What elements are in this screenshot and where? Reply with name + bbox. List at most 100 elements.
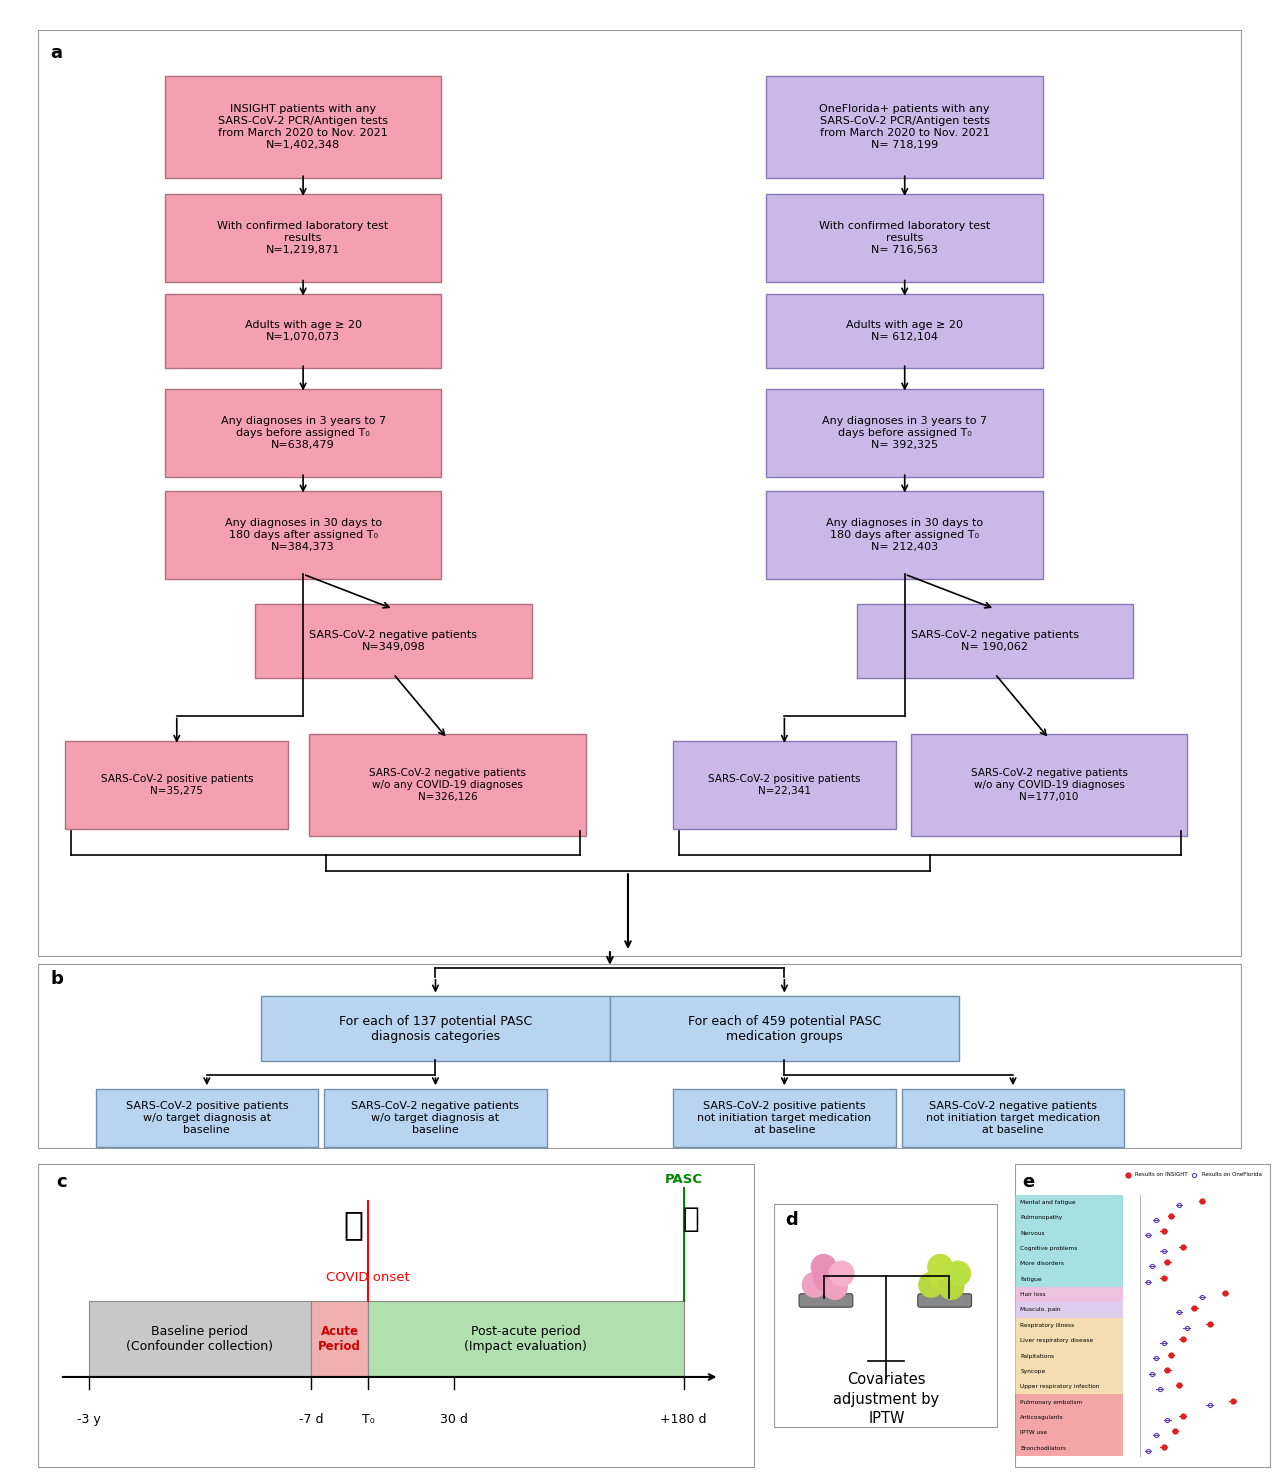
- FancyBboxPatch shape: [767, 294, 1043, 368]
- Text: Pulmonary embolism: Pulmonary embolism: [1020, 1400, 1083, 1404]
- Text: Adults with age ≥ 20
N=1,070,073: Adults with age ≥ 20 N=1,070,073: [244, 320, 362, 343]
- Text: Mental and fatigue: Mental and fatigue: [1020, 1200, 1075, 1204]
- Text: SARS-CoV-2 negative patients
w/o target diagnosis at
baseline: SARS-CoV-2 negative patients w/o target …: [352, 1100, 520, 1134]
- Text: PASC: PASC: [664, 1173, 703, 1186]
- Text: Results on INSIGHT: Results on INSIGHT: [1135, 1172, 1188, 1178]
- Text: e: e: [1023, 1173, 1036, 1191]
- Text: SARS-CoV-2 positive patients
w/o target diagnosis at
baseline: SARS-CoV-2 positive patients w/o target …: [125, 1100, 288, 1134]
- FancyBboxPatch shape: [799, 1293, 852, 1307]
- Circle shape: [823, 1275, 847, 1299]
- Text: Results on OneFlorida: Results on OneFlorida: [1202, 1172, 1262, 1178]
- Text: -7 d: -7 d: [298, 1413, 323, 1427]
- Text: More disorders: More disorders: [1020, 1261, 1064, 1266]
- Text: Fatigue: Fatigue: [1020, 1277, 1042, 1281]
- FancyBboxPatch shape: [767, 194, 1043, 282]
- FancyBboxPatch shape: [1015, 1195, 1123, 1287]
- FancyBboxPatch shape: [609, 997, 959, 1062]
- Text: 30 d: 30 d: [440, 1413, 468, 1427]
- Text: Palpitations: Palpitations: [1020, 1354, 1055, 1358]
- FancyBboxPatch shape: [311, 1301, 369, 1376]
- Circle shape: [814, 1266, 838, 1290]
- FancyBboxPatch shape: [165, 76, 442, 178]
- Text: Acute
Period: Acute Period: [317, 1324, 361, 1352]
- Text: Hair loss: Hair loss: [1020, 1292, 1046, 1298]
- FancyBboxPatch shape: [324, 1089, 547, 1146]
- Text: -3 y: -3 y: [77, 1413, 100, 1427]
- Text: SARS-CoV-2 negative patients
w/o any COVID-19 diagnoses
N=177,010: SARS-CoV-2 negative patients w/o any COV…: [970, 768, 1128, 802]
- Circle shape: [919, 1272, 943, 1298]
- FancyBboxPatch shape: [1015, 1287, 1123, 1302]
- Text: For each of 459 potential PASC
medication groups: For each of 459 potential PASC medicatio…: [687, 1014, 881, 1043]
- FancyBboxPatch shape: [673, 742, 896, 829]
- FancyBboxPatch shape: [310, 734, 586, 836]
- FancyBboxPatch shape: [96, 1089, 319, 1146]
- Text: Syncope: Syncope: [1020, 1369, 1046, 1373]
- Text: INSIGHT patients with any
SARS-CoV-2 PCR/Antigen tests
from March 2020 to Nov. 2: INSIGHT patients with any SARS-CoV-2 PCR…: [218, 104, 388, 150]
- Text: Any diagnoses in 30 days to
180 days after assigned T₀
N= 212,403: Any diagnoses in 30 days to 180 days aft…: [826, 518, 983, 552]
- Circle shape: [931, 1266, 955, 1290]
- Text: Any diagnoses in 3 years to 7
days before assigned T₀
N= 392,325: Any diagnoses in 3 years to 7 days befor…: [822, 415, 987, 449]
- Text: +180 d: +180 d: [660, 1413, 707, 1427]
- Text: SARS-CoV-2 negative patients
not initiation target medication
at baseline: SARS-CoV-2 negative patients not initiat…: [925, 1100, 1100, 1134]
- Text: Any diagnoses in 3 years to 7
days before assigned T₀
N=638,479: Any diagnoses in 3 years to 7 days befor…: [220, 415, 385, 449]
- Text: For each of 137 potential PASC
diagnosis categories: For each of 137 potential PASC diagnosis…: [339, 1014, 532, 1043]
- Text: SARS-CoV-2 positive patients
N=22,341: SARS-CoV-2 positive patients N=22,341: [708, 774, 860, 796]
- Text: SARS-CoV-2 negative patients
w/o any COVID-19 diagnoses
N=326,126: SARS-CoV-2 negative patients w/o any COV…: [369, 768, 526, 802]
- FancyBboxPatch shape: [673, 1089, 896, 1146]
- FancyBboxPatch shape: [369, 1301, 684, 1376]
- Text: 🦠: 🦠: [344, 1209, 364, 1241]
- Text: SARS-CoV-2 negative patients
N= 190,062: SARS-CoV-2 negative patients N= 190,062: [911, 630, 1079, 653]
- FancyBboxPatch shape: [856, 605, 1133, 679]
- FancyBboxPatch shape: [767, 491, 1043, 578]
- FancyBboxPatch shape: [918, 1293, 972, 1307]
- FancyBboxPatch shape: [901, 1089, 1124, 1146]
- Text: With confirmed laboratory test
results
N= 716,563: With confirmed laboratory test results N…: [819, 221, 991, 255]
- Text: SARS-CoV-2 positive patients
N=35,275: SARS-CoV-2 positive patients N=35,275: [101, 774, 253, 796]
- FancyBboxPatch shape: [767, 76, 1043, 178]
- FancyBboxPatch shape: [1015, 1394, 1123, 1456]
- Text: T₀: T₀: [362, 1413, 375, 1427]
- Text: IPTW use: IPTW use: [1020, 1431, 1047, 1436]
- FancyBboxPatch shape: [910, 734, 1188, 836]
- Circle shape: [940, 1275, 964, 1299]
- Text: Post-acute period
(Impact evaluation): Post-acute period (Impact evaluation): [465, 1324, 588, 1352]
- Text: Musculo. pain: Musculo. pain: [1020, 1308, 1061, 1312]
- Text: Liver respiratory disease: Liver respiratory disease: [1020, 1338, 1093, 1344]
- Text: 🚩: 🚩: [682, 1204, 699, 1232]
- FancyBboxPatch shape: [1015, 1317, 1123, 1394]
- Text: Pulmonopathy: Pulmonopathy: [1020, 1215, 1062, 1221]
- Text: Adults with age ≥ 20
N= 612,104: Adults with age ≥ 20 N= 612,104: [846, 320, 964, 343]
- Text: With confirmed laboratory test
results
N=1,219,871: With confirmed laboratory test results N…: [218, 221, 389, 255]
- Text: OneFlorida+ patients with any
SARS-CoV-2 PCR/Antigen tests
from March 2020 to No: OneFlorida+ patients with any SARS-CoV-2…: [819, 104, 989, 150]
- Circle shape: [946, 1261, 970, 1286]
- Circle shape: [928, 1255, 952, 1280]
- Text: Covariates
adjustment by
IPTW: Covariates adjustment by IPTW: [833, 1372, 940, 1427]
- FancyBboxPatch shape: [255, 605, 531, 679]
- FancyBboxPatch shape: [261, 997, 609, 1062]
- Circle shape: [829, 1261, 854, 1286]
- Circle shape: [812, 1255, 836, 1280]
- FancyBboxPatch shape: [165, 389, 442, 478]
- Text: c: c: [56, 1173, 67, 1191]
- FancyBboxPatch shape: [65, 742, 288, 829]
- FancyBboxPatch shape: [88, 1301, 311, 1376]
- FancyBboxPatch shape: [165, 491, 442, 578]
- Text: Baseline period
(Confounder collection): Baseline period (Confounder collection): [127, 1324, 273, 1352]
- Text: Respiratory illness: Respiratory illness: [1020, 1323, 1074, 1327]
- FancyBboxPatch shape: [1015, 1302, 1123, 1317]
- Text: Bronchodilators: Bronchodilators: [1020, 1446, 1066, 1450]
- Text: Nervous: Nervous: [1020, 1231, 1044, 1235]
- Text: a: a: [50, 43, 63, 62]
- Text: Anticoagulants: Anticoagulants: [1020, 1415, 1064, 1421]
- Text: Cognitive problems: Cognitive problems: [1020, 1246, 1078, 1250]
- Text: SARS-CoV-2 negative patients
N=349,098: SARS-CoV-2 negative patients N=349,098: [310, 630, 477, 653]
- Text: Any diagnoses in 30 days to
180 days after assigned T₀
N=384,373: Any diagnoses in 30 days to 180 days aft…: [224, 518, 381, 552]
- FancyBboxPatch shape: [165, 194, 442, 282]
- Text: d: d: [786, 1212, 799, 1229]
- Circle shape: [803, 1272, 827, 1298]
- FancyBboxPatch shape: [767, 389, 1043, 478]
- Text: Upper respiratory infection: Upper respiratory infection: [1020, 1384, 1100, 1390]
- Text: b: b: [50, 970, 63, 988]
- Text: COVID onset: COVID onset: [326, 1271, 410, 1284]
- FancyBboxPatch shape: [165, 294, 442, 368]
